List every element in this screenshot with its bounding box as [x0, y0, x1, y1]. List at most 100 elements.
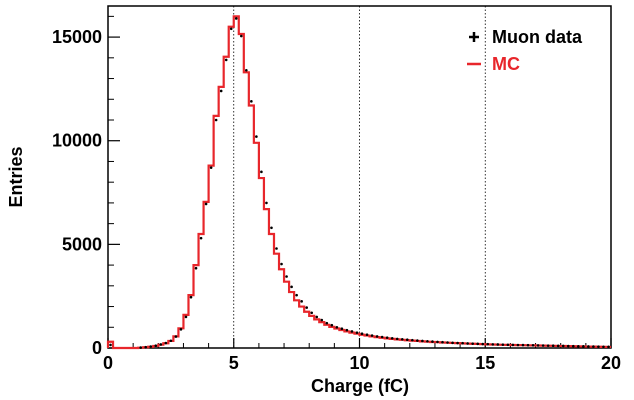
muon-data-point: [179, 328, 183, 331]
axis-ticks: 0 5 10 15 20 0 5000 10000 15000: [52, 15, 621, 373]
muon-data-point: [330, 323, 334, 327]
muon-data-point: [380, 335, 384, 339]
grid-lines: [233, 6, 486, 348]
muon-data-point: [285, 275, 288, 278]
muon-data-point: [451, 341, 454, 345]
muon-data-point: [199, 236, 203, 240]
x-tick-label: 5: [229, 353, 239, 373]
x-tick-label: 10: [349, 353, 369, 373]
muon-data-point: [395, 337, 399, 341]
muon-data-point: [209, 166, 213, 169]
muon-data-point: [325, 321, 329, 325]
muon-data-point: [411, 338, 414, 342]
muon-data-point: [426, 339, 429, 343]
muon-data-point: [436, 340, 439, 344]
muon-data-point: [300, 300, 303, 303]
muon-data-point: [275, 247, 278, 250]
muon-data-point: [521, 343, 525, 347]
muon-data-point: [592, 345, 595, 348]
muon-data-point: [234, 17, 238, 20]
muon-data-point: [224, 58, 228, 62]
muon-data-point: [144, 345, 148, 349]
x-tick-label: 15: [475, 353, 495, 373]
muon-data-point: [421, 339, 424, 343]
muon-data-point: [405, 338, 409, 342]
y-tick-label: 15000: [52, 27, 102, 47]
muon-data-point: [340, 327, 344, 331]
muon-data-point: [310, 311, 314, 315]
y-tick-label: 10000: [52, 131, 102, 151]
x-tick-label: 0: [103, 353, 113, 373]
muon-data-point: [385, 336, 389, 339]
muon-data-point: [229, 27, 233, 31]
muon-data-point: [491, 343, 495, 346]
muon-data-point: [194, 266, 198, 270]
muon-data-point: [476, 342, 480, 346]
muon-data-point: [582, 345, 585, 348]
muon-data-point: [214, 118, 218, 122]
muon-data-point: [250, 100, 253, 103]
muon-data-point: [270, 226, 273, 230]
muon-data-point: [350, 330, 354, 333]
muon-data-point: [466, 342, 469, 345]
muon-data-point: [526, 343, 530, 347]
muon-data-point: [290, 285, 293, 289]
muon-data-point: [501, 343, 505, 346]
muon-data-point: [471, 342, 474, 345]
muon-data-point: [506, 343, 510, 347]
muon-data-point: [541, 344, 545, 347]
muon-data-point: [245, 68, 248, 72]
muon-data-point: [204, 202, 208, 206]
muon-data-point: [416, 339, 419, 342]
muon-data-point: [240, 34, 243, 38]
muon-data-point: [305, 306, 308, 309]
y-tick-label: 5000: [62, 234, 102, 254]
muon-data-point: [149, 345, 153, 348]
legend-label-muon-data: Muon data: [492, 27, 583, 47]
muon-data-point: [481, 342, 485, 346]
muon-data-point: [255, 135, 258, 138]
muon-data-point: [561, 344, 565, 348]
muon-data-point: [556, 344, 560, 348]
muon-data-point: [536, 344, 540, 347]
muon-data-point: [441, 340, 444, 344]
muon-data-points: [109, 17, 610, 349]
muon-data-point: [360, 332, 364, 336]
legend-label-mc: MC: [492, 54, 520, 74]
muon-data-point: [597, 345, 600, 348]
muon-data-point: [461, 341, 464, 345]
muon-data-point: [431, 340, 434, 343]
muon-data-point: [566, 344, 570, 348]
muon-data-point: [154, 344, 158, 348]
muon-data-point: [295, 293, 298, 297]
muon-data-point: [280, 262, 283, 266]
muon-data-point: [577, 344, 580, 348]
muon-data-point: [456, 341, 459, 345]
muon-data-point: [551, 344, 555, 348]
muon-data-point: [184, 315, 188, 319]
muon-data-point: [219, 89, 223, 93]
muon-data-point: [315, 315, 319, 319]
muon-data-point: [531, 344, 535, 347]
muon-data-point: [607, 345, 610, 349]
muon-data-point: [446, 341, 449, 344]
muon-data-point: [169, 339, 173, 343]
muon-data-point: [365, 333, 369, 337]
muon-data-point: [571, 344, 575, 348]
muon-data-point: [516, 343, 520, 347]
muon-data-point: [139, 346, 142, 349]
y-axis-title: Entries: [6, 146, 26, 207]
muon-data-point: [189, 295, 193, 299]
muon-data-point: [587, 345, 590, 348]
muon-data-point: [345, 328, 349, 332]
muon-data-point: [486, 342, 490, 346]
muon-data-point: [159, 343, 163, 346]
muon-data-point: [375, 335, 379, 338]
legend-data-marker: [469, 32, 479, 42]
muon-data-point: [260, 170, 263, 174]
muon-data-point: [109, 343, 112, 347]
muon-data-point: [546, 344, 550, 347]
muon-data-point: [355, 331, 359, 334]
legend: Muon data MC: [467, 27, 583, 74]
